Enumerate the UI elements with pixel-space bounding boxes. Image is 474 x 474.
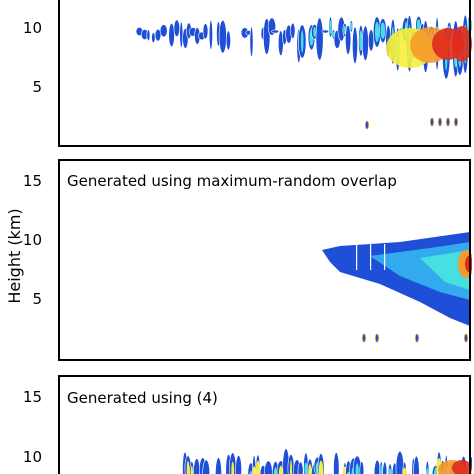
panel-3-cloud-cell (413, 455, 420, 474)
panel-3-cloud-core (256, 460, 260, 474)
panel-1-cloud-cell (249, 26, 254, 58)
panel-3-cloud-core (273, 467, 278, 474)
panel-1-cloud-cell (352, 26, 358, 64)
panel-3-cloud-field (182, 448, 472, 474)
panel-3-cloud-core (249, 470, 253, 474)
panel-3-cloud-cell (373, 459, 381, 474)
panel-2-low-cloud (414, 333, 419, 343)
panel-1-cloud-cell (225, 30, 231, 51)
panel-1: 10 5 (23, 0, 472, 147)
panel-3-cloud-cell (297, 461, 304, 474)
panel-1-cloud-core (350, 22, 353, 31)
panel-3-cloud-cell (264, 460, 273, 474)
panel-1-cloud-cell (345, 25, 352, 55)
panel-3-cloud-core (231, 461, 235, 474)
panel-1-cloud-cell (159, 24, 168, 38)
panel-3-cloud-core (380, 464, 383, 474)
panel-3-cloud-cell (193, 458, 201, 474)
panel-2-cloud-layer (420, 250, 470, 290)
panel-3-cloud-core (190, 465, 194, 474)
panel-1-cloud-core (380, 22, 386, 39)
panel-1-cloud-cell (151, 32, 156, 43)
panel-1-cloud-core (300, 30, 304, 53)
panel-3-cloud-cell (202, 459, 210, 474)
panel-1-low-cloud (445, 117, 450, 127)
panel-1-low-cloud (437, 117, 442, 127)
panel-1-cloud-cell (202, 23, 209, 40)
panel-1-cloud-cell (361, 25, 369, 61)
panel-2-title: Generated using maximum-random overlap (67, 172, 397, 190)
panel-1-cloud-cell (368, 29, 375, 52)
panel-2-low-cloud (374, 333, 379, 343)
panel-2-cloud-field (322, 232, 472, 343)
panel-1-cloud-cell (168, 23, 175, 48)
panel-1-tick-5: 5 (32, 78, 42, 96)
panel-1-frame (58, 0, 471, 147)
panel-3-title: Generated using (4) (67, 389, 218, 407)
panel-1-cloud-core (374, 21, 380, 43)
y-axis-label: Height (km) (5, 208, 24, 303)
panel-3-hot-core (452, 460, 472, 474)
panel-3-cloud-core (318, 460, 324, 474)
panel-1-cloud-cell (179, 21, 184, 48)
panel-1-cloud-cell (146, 29, 151, 42)
panel-3-cloud-core (355, 463, 359, 474)
panel-1-cloud-core (470, 19, 472, 32)
panel-3-cloud-core (252, 466, 256, 474)
panel-2-tick-15: 15 (23, 172, 42, 190)
panel-3: 15 10 Generated using (4) (23, 375, 472, 474)
panel-1-hot-core (452, 26, 472, 62)
panel-2-frame (58, 159, 471, 361)
panel-2-tick-10: 10 (23, 231, 42, 249)
panel-3-cloud-core (388, 468, 392, 474)
panel-3-tick-10: 10 (23, 448, 42, 466)
panel-3-cloud-core (278, 465, 283, 474)
panel-3-cloud-core (186, 460, 190, 474)
panel-1-low-cloud (364, 120, 369, 130)
panel-3-cloud-core (402, 467, 407, 474)
panel-1-cloud-cell (218, 20, 227, 54)
panel-3-cloud-core (308, 464, 312, 474)
panel-2-low-cloud (463, 333, 468, 343)
panel-3-cloud-cell (333, 452, 340, 474)
panel-2-gap (370, 244, 372, 270)
panel-1-low-cloud (429, 117, 434, 127)
panel-3-cloud-core (425, 467, 429, 474)
panel-3-cloud-cell (359, 461, 365, 474)
panel-2: 15 10 5 Generated using maximum-random o… (23, 159, 472, 361)
panel-1-cloud-cell (290, 22, 296, 39)
panel-3-cloud-cell (215, 457, 222, 474)
panel-1-cloud-core (329, 20, 332, 34)
panel-3-frame (58, 375, 471, 474)
panel-2-low-cloud (361, 333, 366, 343)
panel-3-tick-15: 15 (23, 388, 42, 406)
panel-1-cloud-cell (173, 19, 181, 37)
panel-1-low-cloud (453, 117, 458, 127)
panel-3-cloud-cell (382, 461, 388, 474)
panel-1-cloud-core (416, 19, 421, 32)
panel-1-cloud-core (313, 26, 316, 37)
panel-1-cloud-cell (208, 19, 213, 50)
panel-1-cloud-core (359, 30, 363, 51)
panel-3-cloud-cell (235, 455, 242, 474)
panel-3-cloud-core (290, 460, 292, 474)
panel-2-gap (384, 244, 386, 270)
panel-1-cloud-cell (321, 29, 329, 34)
panel-2-gap (356, 244, 358, 270)
panel-3-cloud-core (304, 462, 308, 474)
panel-2-tick-5: 5 (32, 290, 42, 308)
panel-1-cloud-cell (315, 17, 324, 61)
panel-1-cloud-cell (271, 29, 280, 34)
panel-1-cloud-field (135, 14, 472, 130)
panel-1-tick-10: 10 (23, 19, 42, 37)
